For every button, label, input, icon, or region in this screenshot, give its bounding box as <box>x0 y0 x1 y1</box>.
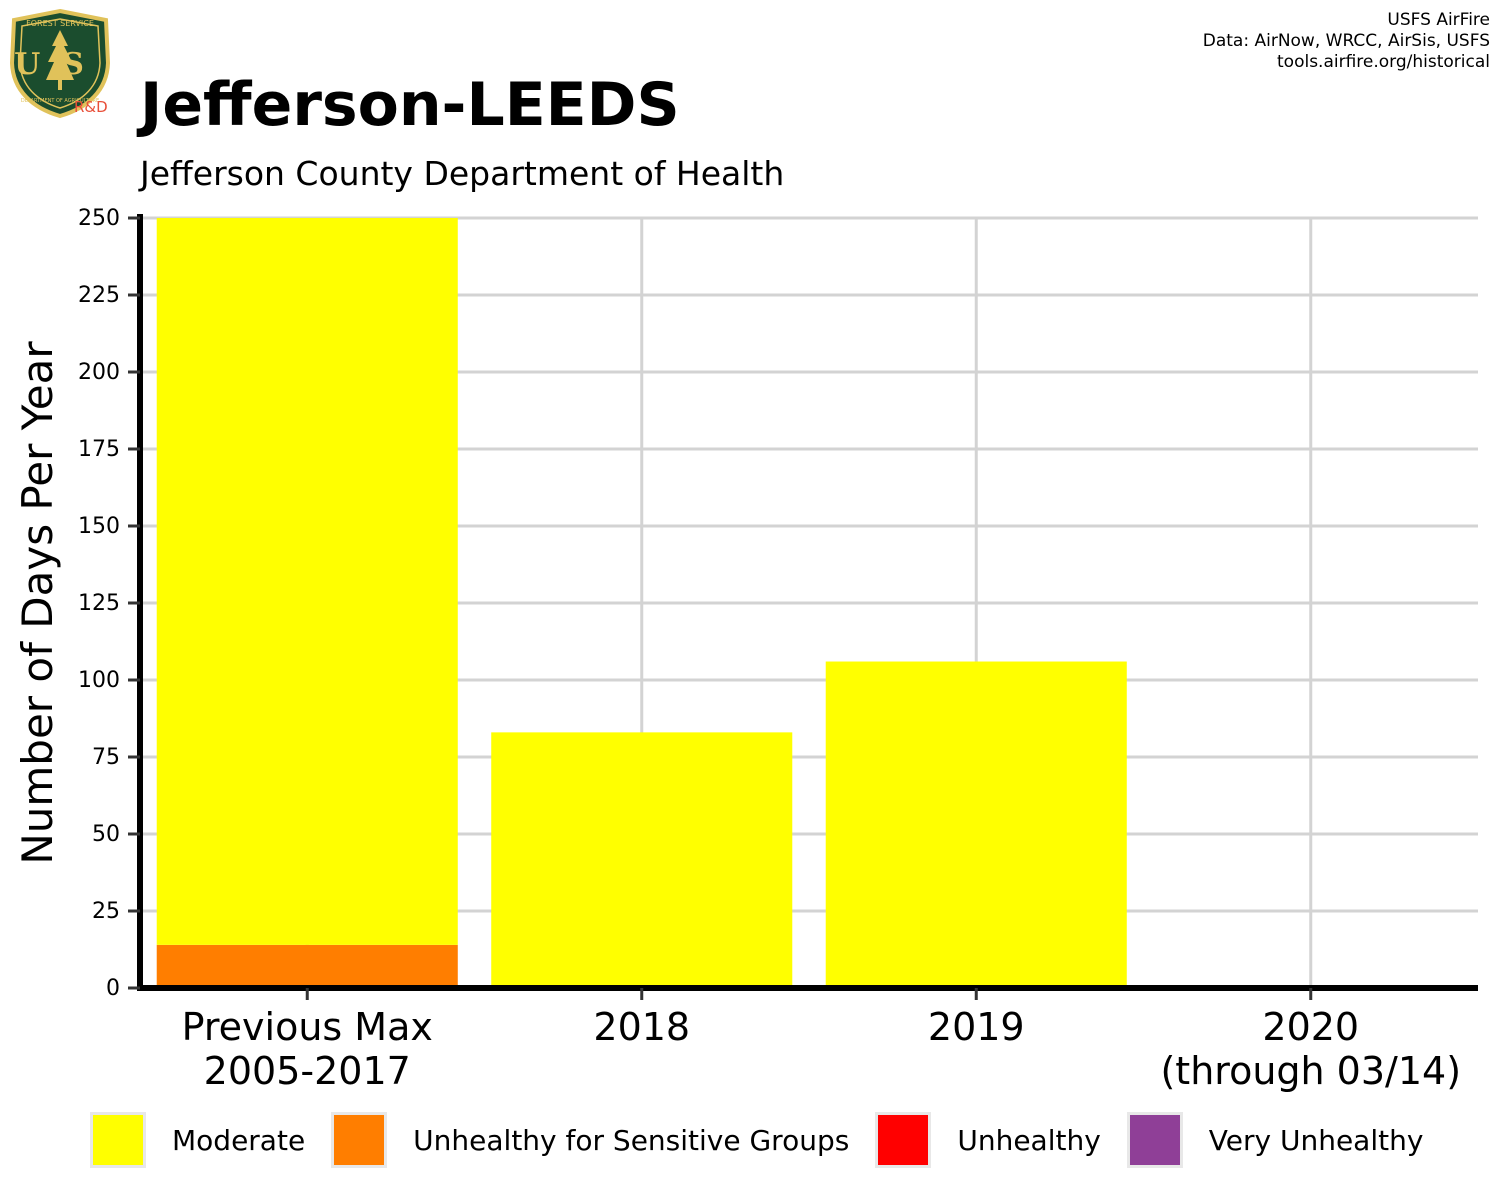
legend-label: Unhealthy for Sensitive Groups <box>413 1123 850 1157</box>
y-tick-label: 50 <box>92 822 120 847</box>
legend-item-usg: Unhealthy for Sensitive Groups <box>331 1112 849 1168</box>
bar-moderate <box>156 218 458 945</box>
logo-main-text: US <box>14 47 106 82</box>
y-tick-label: 150 <box>78 514 120 539</box>
y-tick-label: 25 <box>92 899 120 924</box>
logo-badge-text: R&D <box>74 98 108 116</box>
x-tick-label: Previous Max <box>182 1005 433 1049</box>
y-tick-label: 250 <box>78 206 120 231</box>
x-tick-label: 2020 <box>1262 1005 1359 1049</box>
bar-moderate <box>491 732 793 988</box>
bar-chart: 0 25 50 75 100 125 150 175 200 225 250 Previous Max… <box>13 206 1478 1093</box>
credit-line: tools.airfire.org/historical <box>1277 52 1490 72</box>
legend-swatch-very-unhealthy <box>1126 1112 1183 1168</box>
credit-line: USFS AirFire <box>1387 10 1490 30</box>
y-tick-label: 100 <box>78 668 120 693</box>
legend: Moderate Unhealthy for Sensitive Groups … <box>90 1110 1449 1170</box>
y-axis-label: Number of Days Per Year <box>13 341 62 865</box>
credit-line: Data: AirNow, WRCC, AirSis, USFS <box>1202 31 1490 51</box>
legend-swatch-unhealthy <box>875 1112 932 1168</box>
legend-item-very-unhealthy: Very Unhealthy <box>1126 1112 1424 1168</box>
y-tick-label: 125 <box>78 591 120 616</box>
bar-unhealthy-for-sensitive-groups <box>156 944 458 988</box>
logo-bottom-text: DEPARTMENT OF AGRICULTURE <box>21 98 99 104</box>
x-tick-label: 2005-2017 <box>204 1049 411 1093</box>
y-tick-label: 225 <box>78 283 120 308</box>
legend-item-moderate: Moderate <box>90 1112 305 1168</box>
y-tick-label: 175 <box>78 437 120 462</box>
chart-subtitle: Jefferson County Department of Health <box>140 154 785 193</box>
legend-label: Unhealthy <box>957 1123 1101 1157</box>
x-tick-label: 2019 <box>928 1005 1025 1049</box>
y-tick-label: 75 <box>92 745 120 770</box>
x-tick-label: 2018 <box>593 1005 690 1049</box>
forest-service-shield-icon: US FOREST SERVICE DEPARTMENT OF AGRICULT… <box>9 8 111 119</box>
legend-item-unhealthy: Unhealthy <box>875 1112 1101 1168</box>
legend-swatch-usg <box>331 1112 388 1168</box>
y-tick-label: 200 <box>78 360 120 385</box>
legend-swatch-moderate <box>90 1112 146 1168</box>
legend-label: Moderate <box>172 1123 306 1157</box>
x-tick-label: (through 03/14) <box>1160 1049 1461 1093</box>
legend-label: Very Unhealthy <box>1208 1123 1424 1157</box>
credits: USFS AirFire Data: AirNow, WRCC, AirSis,… <box>1203 10 1490 73</box>
bar-moderate <box>825 661 1127 988</box>
chart-title: Jefferson-LEEDS <box>140 70 680 140</box>
y-tick-label: 0 <box>106 976 120 1001</box>
logo-top-text: FOREST SERVICE <box>26 19 94 28</box>
